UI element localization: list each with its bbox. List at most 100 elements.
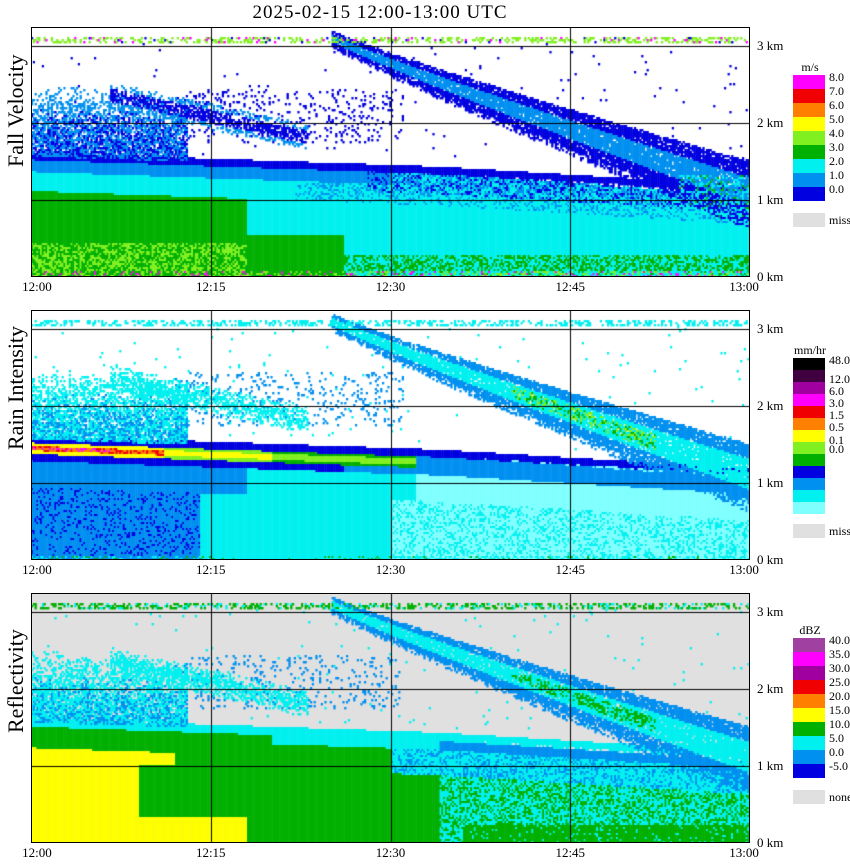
colorbar-swatch: [793, 708, 825, 722]
colorbar-swatch: [793, 394, 825, 406]
colorbar-swatch: [793, 652, 825, 666]
colorbar-swatch: [793, 454, 825, 466]
x-tick-label: 12:00: [22, 845, 52, 860]
x-tick-label: 12:30: [375, 845, 406, 860]
colorbar-tick-label: 0.0: [829, 745, 844, 759]
x-tick-label: 13:00: [729, 845, 759, 860]
colorbar-tick-label: 6.0: [829, 98, 844, 112]
colorbar-tick-label: 35.0: [829, 647, 850, 661]
colorbar-tick-label: 15.0: [829, 703, 850, 717]
axis-label-rain-intensity: Rain Intensity: [3, 325, 28, 450]
y-tick-label: 0 km: [757, 552, 784, 567]
x-tick-label: 12:15: [195, 845, 226, 860]
colorbar-tick-label: 6.0: [829, 384, 844, 399]
panel-rain-intensity: [31, 310, 750, 560]
colorbar-tick-label: 10.0: [829, 717, 850, 731]
colorbar-swatch: [793, 490, 825, 502]
y-tick-label: 2 km: [757, 398, 784, 414]
colorbar-swatch: [793, 382, 825, 394]
colorbar-tick-label: 7.0: [829, 84, 844, 98]
y-tick-label: 2 km: [757, 115, 784, 131]
colorbar-tick-label: 1.5: [829, 408, 844, 423]
colorbar-swatch: [793, 173, 825, 187]
x-tick-label: 12:30: [375, 279, 406, 294]
y-axis-ticks-fall-velocity: 0 km 1 km 2 km 3 km: [753, 27, 799, 284]
x-tick-label: 12:00: [22, 279, 52, 294]
colorbar-missing-label: miss: [829, 213, 850, 227]
colorbar-units-rain-intensity: mm/hr: [794, 343, 826, 357]
x-axis-ticks-fall-velocity: 12:00 12:15 12:30 12:45 13:00: [22, 279, 759, 297]
colorbar-swatch: [793, 430, 825, 442]
x-axis-ticks-reflectivity: 12:00 12:15 12:30 12:45 13:00: [22, 845, 759, 863]
colorbar-tick-label: 3.0: [829, 140, 844, 154]
y-tick-label: 3 km: [757, 604, 784, 620]
colorbar-tick-label: 12.0: [829, 372, 850, 387]
colorbar-swatch: [793, 370, 825, 382]
colorbar-swatch: [793, 466, 825, 478]
x-tick-label: 12:45: [555, 562, 586, 577]
colorbar-swatch: [793, 406, 825, 418]
colorbar-swatch: [793, 187, 825, 201]
colorbar-tick-label: 1.0: [829, 168, 844, 182]
colorbar-swatch: [793, 680, 825, 694]
colorbar-missing-label: none: [829, 790, 850, 804]
colorbar-swatch: [793, 103, 825, 117]
y-tick-label: 1 km: [757, 475, 784, 491]
colorbar-swatch: [793, 666, 825, 680]
y-tick-label: 2 km: [757, 681, 784, 697]
colorbar-missing-row: miss: [793, 524, 850, 538]
colorbar-tick-label: 20.0: [829, 689, 850, 703]
colorbar-swatches: [793, 75, 825, 201]
plot-area-fall-velocity[interactable]: [31, 27, 750, 277]
y-tick-label: 3 km: [757, 321, 784, 337]
colorbar-swatch: [793, 502, 825, 514]
colorbar-units-reflectivity: dBZ: [799, 623, 821, 637]
colorbar-missing-swatch: [793, 524, 825, 538]
y-tick-label: 1 km: [757, 758, 784, 774]
colorbar-swatch: [793, 722, 825, 736]
x-tick-label: 12:45: [555, 279, 586, 294]
colorbar-tick-label: 5.0: [829, 112, 844, 126]
colorbar-tick-label: 5.0: [829, 731, 844, 745]
colorbar-missing-row: miss: [793, 213, 850, 227]
page-title: 2025-02-15 12:00-13:00 UTC: [252, 2, 508, 23]
y-tick-label: 1 km: [757, 192, 784, 208]
x-tick-label: 12:00: [22, 562, 52, 577]
x-tick-label: 12:30: [375, 562, 406, 577]
colorbar-missing-row: none: [793, 790, 850, 804]
colorbar-swatch: [793, 694, 825, 708]
colorbar-swatch: [793, 736, 825, 750]
y-tick-label: 0 km: [757, 835, 784, 850]
colorbar-swatch: [793, 764, 825, 778]
plot-area-reflectivity[interactable]: [31, 593, 750, 843]
x-axis-ticks-rain-intensity: 12:00 12:15 12:30 12:45 13:00: [22, 562, 759, 580]
x-tick-label: 13:00: [729, 562, 759, 577]
colorbar-tick-label: 40.0: [829, 633, 850, 647]
colorbar-swatch: [793, 442, 825, 454]
axis-label-fall-velocity: Fall Velocity: [3, 54, 28, 167]
colorbar-tick-label: 2.0: [829, 154, 844, 168]
colorbar-swatch: [793, 131, 825, 145]
panel-reflectivity: [31, 593, 750, 843]
plot-area-rain-intensity[interactable]: [31, 310, 750, 560]
colorbar-tick-label: -5.0: [829, 759, 848, 773]
colorbar-tick-label: 0.1: [829, 433, 844, 448]
colorbar-swatch: [793, 638, 825, 652]
colorbar-swatch: [793, 117, 825, 131]
colorbar-tick-label: 8.0: [829, 70, 844, 84]
colorbar-tick-label: 0.5: [829, 420, 844, 435]
y-tick-label: 3 km: [757, 38, 784, 54]
colorbar-swatch: [793, 145, 825, 159]
y-axis-ticks-rain-intensity: 0 km 1 km 2 km 3 km: [753, 310, 799, 567]
colorbar-swatch: [793, 418, 825, 430]
axis-label-reflectivity: Reflectivity: [3, 629, 28, 733]
colorbar-missing-label: miss: [829, 524, 850, 538]
colorbar-swatch: [793, 89, 825, 103]
x-tick-label: 12:15: [195, 562, 226, 577]
colorbar-swatch: [793, 159, 825, 173]
y-tick-label: 0 km: [757, 269, 784, 284]
colorbar-swatch: [793, 750, 825, 764]
colorbar-tick-label: 3.0: [829, 396, 844, 411]
x-tick-label: 13:00: [729, 279, 759, 294]
colorbar-swatch: [793, 478, 825, 490]
